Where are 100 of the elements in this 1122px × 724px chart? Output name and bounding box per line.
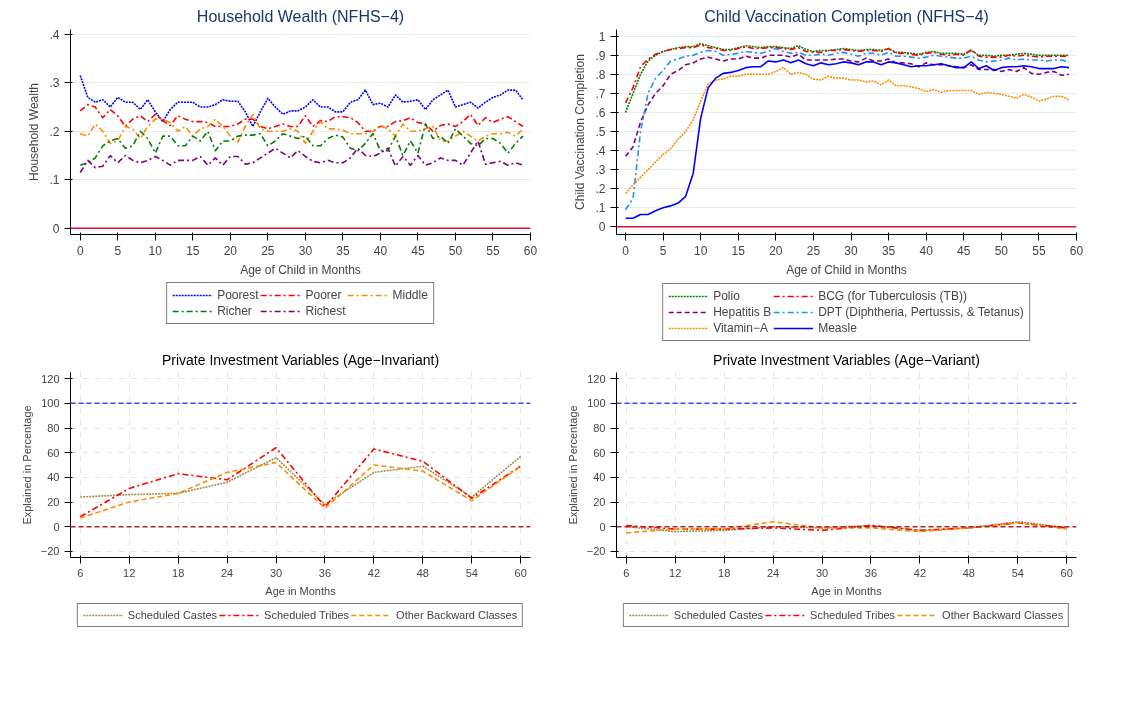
legend-label: Vitamin−A: [713, 320, 768, 335]
legend-label: Scheduled Tribes: [264, 608, 350, 621]
x-tick-label: 60: [1069, 243, 1084, 258]
legend-label: Scheduled Tribes: [810, 608, 896, 621]
y-tick-label: 0: [599, 520, 606, 533]
x-tick-label: 48: [416, 566, 429, 579]
legend-label: Middle: [392, 288, 428, 302]
x-tick-label: 25: [806, 243, 821, 258]
x-axis-title: Age in Months: [265, 584, 337, 597]
y-tick-label: .4: [595, 144, 606, 159]
x-tick-label: 6: [623, 566, 630, 579]
x-tick-label: 10: [694, 243, 708, 258]
legend-label: Richer: [217, 304, 252, 318]
y-tick-label: 40: [593, 471, 606, 484]
y-tick-label: 1: [598, 29, 606, 44]
x-tick-label: 0: [622, 243, 630, 258]
y-tick-label: .8: [595, 67, 606, 82]
x-tick-label: 42: [913, 566, 927, 579]
y-tick-label: 20: [593, 496, 606, 508]
y-tick-label: .7: [595, 86, 606, 101]
x-tick-label: 45: [411, 243, 425, 258]
chart-title: Private Investment Variables (Age−Invariant): [161, 351, 440, 368]
x-tick-label: 6: [77, 566, 84, 579]
x-tick-label: 24: [220, 566, 234, 579]
legend-label: Scheduled Castes: [127, 608, 218, 621]
x-axis-title: Age of Child in Months: [786, 262, 907, 277]
x-tick-label: 15: [186, 243, 200, 258]
x-tick-label: 18: [172, 566, 185, 579]
legend-label: Poorer: [305, 288, 342, 302]
x-tick-label: 42: [367, 566, 381, 579]
y-tick-label: 100: [587, 397, 606, 410]
x-tick-label: 48: [962, 566, 975, 579]
y-tick-label: 120: [587, 372, 606, 385]
x-tick-label: 5: [659, 243, 667, 258]
y-tick-label: .3: [49, 76, 60, 91]
y-tick-label: .2: [595, 182, 606, 197]
x-tick-label: 20: [223, 243, 238, 258]
x-tick-label: 30: [815, 566, 829, 579]
x-tick-label: 40: [919, 243, 934, 258]
x-tick-label: 30: [269, 566, 283, 579]
y-tick-label: .1: [49, 173, 60, 188]
chart-title: Child Vaccination Completion (NFHS−4): [704, 7, 989, 25]
y-tick-label: 0: [52, 221, 60, 236]
line-series: [79, 113, 524, 145]
x-tick-label: 30: [298, 243, 313, 258]
y-tick-label: .3: [595, 163, 606, 178]
x-tick-label: 54: [1011, 566, 1024, 579]
x-tick-label: 60: [514, 566, 527, 579]
line-series: [79, 74, 524, 128]
x-tick-label: 10: [148, 243, 163, 258]
x-tick-label: 24: [766, 566, 780, 579]
x-tick-label: 25: [261, 243, 275, 258]
legend-label: Polio: [713, 288, 740, 303]
chart-title: Private Investment Variables (Age−Variant): [713, 351, 980, 368]
x-tick-label: 50: [448, 243, 463, 258]
y-axis-title: Explained in Percentage: [566, 405, 579, 525]
line-series: [79, 123, 524, 166]
y-tick-label: 80: [47, 422, 60, 434]
legend-label: Measle: [818, 320, 857, 335]
line-series: [79, 103, 524, 133]
y-tick-label: 40: [47, 471, 60, 484]
line-series: [79, 446, 522, 518]
line-series: [79, 461, 522, 519]
y-tick-label: 0: [598, 220, 606, 235]
legend-label: Other Backward Classes: [942, 608, 1064, 621]
x-tick-label: 40: [373, 243, 388, 258]
y-tick-label: −20: [40, 545, 60, 558]
x-tick-label: 18: [718, 566, 731, 579]
x-tick-label: 55: [1032, 243, 1046, 258]
y-tick-label: 100: [41, 397, 60, 410]
line-series: [624, 66, 1070, 195]
y-tick-label: .5: [595, 125, 606, 140]
line-series: [79, 455, 522, 506]
legend-label: Scheduled Castes: [673, 608, 764, 621]
y-tick-label: 80: [593, 422, 606, 434]
y-tick-label: .4: [49, 27, 60, 42]
x-tick-label: 36: [318, 566, 332, 579]
y-tick-label: .1: [595, 201, 606, 216]
y-tick-label: 0: [53, 520, 60, 533]
y-tick-label: .6: [595, 105, 606, 120]
line-series: [79, 140, 524, 174]
x-tick-label: 45: [957, 243, 971, 258]
x-tick-label: 60: [1060, 566, 1073, 579]
y-tick-label: .2: [49, 124, 60, 139]
y-axis-title: Household Wealth: [27, 83, 42, 181]
y-tick-label: 120: [41, 372, 60, 385]
x-tick-label: 54: [465, 566, 478, 579]
y-axis-title: Child Vaccination Completion: [573, 54, 588, 210]
line-series: [624, 53, 1070, 158]
legend-label: Other Backward Classes: [396, 608, 518, 621]
x-tick-label: 50: [994, 243, 1009, 258]
x-tick-label: 12: [123, 566, 136, 579]
x-tick-label: 36: [864, 566, 878, 579]
y-tick-label: −20: [586, 545, 606, 558]
x-tick-label: 60: [523, 243, 538, 258]
x-tick-label: 20: [769, 243, 783, 258]
x-tick-label: 15: [731, 243, 746, 258]
y-tick-label: 60: [593, 446, 606, 459]
chart-title: Household Wealth (NFHS−4): [196, 7, 405, 25]
x-tick-label: 30: [844, 243, 859, 258]
